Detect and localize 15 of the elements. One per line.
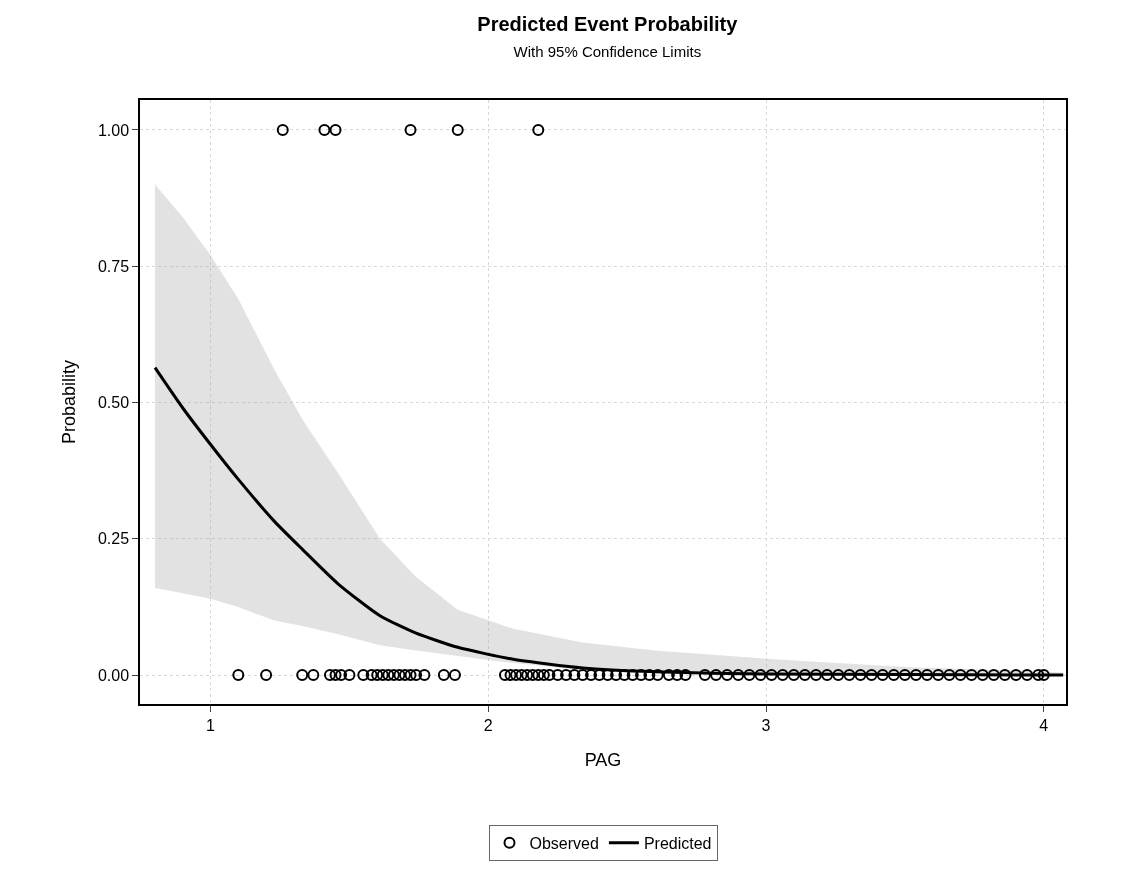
x-tick-label: 2 — [483, 716, 493, 734]
y-tick-label: 0.00 — [97, 666, 130, 684]
legend-label: Predicted — [643, 834, 712, 852]
x-tick-label: 4 — [1039, 716, 1049, 734]
x-axis-title: PAG — [584, 749, 622, 770]
x-tick-label: 3 — [761, 716, 771, 734]
y-axis-title: Probability — [58, 359, 79, 445]
chart-subtitle: With 95% Confidence Limits — [513, 42, 702, 60]
y-tick-label: 1.00 — [97, 121, 130, 139]
y-tick-label: 0.75 — [97, 257, 130, 275]
chart-title: Predicted Event Probability — [477, 12, 739, 35]
y-tick-label: 0.25 — [97, 530, 130, 548]
legend-label: Observed — [529, 834, 599, 852]
x-tick-label: 1 — [206, 716, 216, 734]
y-tick-label: 0.50 — [97, 394, 130, 412]
